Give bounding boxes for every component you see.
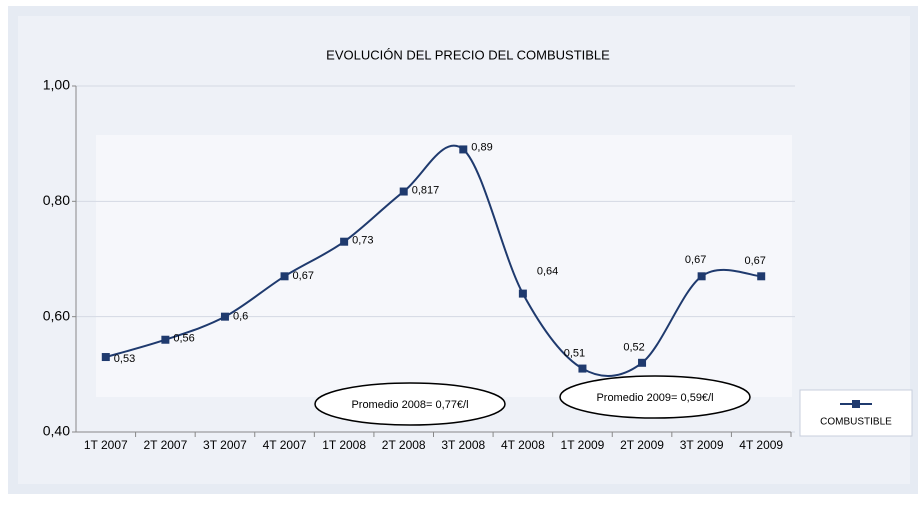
data-label: 0,56 (173, 333, 194, 345)
data-label: 0,6 (233, 311, 248, 323)
data-point (638, 358, 647, 367)
annotation-ellipse (314, 382, 506, 426)
x-tick-label: 4T 2009 (739, 438, 783, 452)
y-tick-label: 1,00 (43, 77, 70, 93)
x-tick-label: 1T 2008 (322, 438, 366, 452)
x-tick-label: 3T 2008 (441, 438, 485, 452)
annotation-ellipse (559, 375, 751, 419)
data-point (280, 272, 289, 281)
data-point (697, 272, 706, 281)
data-label: 0,53 (114, 353, 135, 365)
annotation: Promedio 2008= 0,77€/l (351, 399, 468, 411)
y-tick-label: 0,80 (43, 192, 70, 208)
plot-shade (96, 135, 792, 397)
data-label: 0,64 (537, 266, 558, 278)
data-point (161, 335, 170, 344)
data-label: 0,67 (744, 255, 765, 267)
data-point (578, 364, 587, 373)
x-tick-label: 2T 2008 (382, 438, 426, 452)
x-tick-label: 3T 2009 (680, 438, 724, 452)
legend-label: COMBUSTIBLE (820, 417, 892, 428)
data-point (399, 187, 408, 196)
data-label: 0,73 (352, 235, 373, 247)
data-point (220, 312, 229, 321)
y-tick-label: 0,60 (43, 307, 70, 323)
x-tick-label: 1T 2007 (84, 438, 128, 452)
data-label: 0,67 (293, 270, 314, 282)
x-tick-label: 4T 2007 (263, 438, 307, 452)
annotation: Promedio 2009= 0,59€/l (596, 392, 713, 404)
data-point (459, 145, 468, 154)
legend-marker (852, 400, 860, 408)
x-tick-label: 2T 2009 (620, 438, 664, 452)
data-label: 0,52 (623, 342, 644, 354)
x-tick-label: 1T 2009 (561, 438, 605, 452)
chart-title: EVOLUCIÓN DEL PRECIO DEL COMBUSTIBLE (326, 47, 610, 62)
data-point (518, 289, 527, 298)
x-tick-label: 3T 2007 (203, 438, 247, 452)
x-tick-label: 4T 2008 (501, 438, 545, 452)
legend-box (799, 389, 913, 437)
data-point (340, 237, 349, 246)
data-label: 0,67 (685, 254, 706, 266)
x-tick-label: 2T 2007 (143, 438, 187, 452)
y-tick-label: 0,40 (43, 423, 70, 439)
data-point (757, 272, 766, 281)
data-label: 0,89 (471, 141, 492, 153)
data-label: 0,817 (412, 184, 440, 196)
data-point (101, 353, 110, 362)
data-label: 0,51 (564, 347, 585, 359)
